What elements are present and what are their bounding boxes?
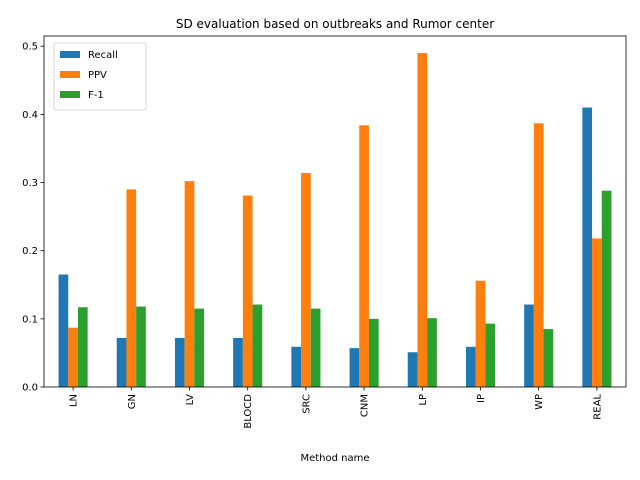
bar-ppv-gn <box>126 189 137 387</box>
x-tick-label-lp: LP <box>418 394 429 406</box>
y-tick-label: 0.3 <box>22 178 38 189</box>
bar-f1-cnm <box>368 318 379 387</box>
legend-label-ppv: PPV <box>88 70 107 81</box>
bar-f1-lp <box>427 318 437 387</box>
bar-recall-lp <box>407 352 418 387</box>
bar-ppv-src <box>301 172 311 387</box>
x-tick-label-wp: WP <box>534 394 545 410</box>
bar-f1-src <box>310 308 321 387</box>
x-tick-label-ip: IP <box>476 394 487 403</box>
x-tick-label-blocd: BLOCD <box>243 394 254 429</box>
bar-ppv-blocd <box>242 195 253 387</box>
bar-ppv-real <box>592 238 602 387</box>
x-axis: LN GN LV BLOCD SRC CNM LP IP WP REAL <box>69 387 603 429</box>
bar-f1-ip <box>485 323 496 387</box>
bar-f1-lv <box>194 308 205 387</box>
bar-recall-src <box>291 346 302 387</box>
x-tick-label-gn: GN <box>127 394 138 409</box>
bar-f1-blocd <box>252 304 263 387</box>
bar-f1-gn <box>136 306 146 387</box>
bar-f1-real <box>601 190 612 387</box>
x-tick-label-cnm: CNM <box>360 394 371 417</box>
y-tick-label: 0.2 <box>22 246 38 257</box>
bar-ppv-ln <box>68 327 78 387</box>
y-tick-label: 0.0 <box>22 383 38 394</box>
chart-title: SD evaluation based on outbreaks and Rum… <box>176 17 494 31</box>
legend-label-f1: F-1 <box>88 90 104 101</box>
x-tick-label-src: SRC <box>301 394 312 414</box>
y-axis: 0.0 0.1 0.2 0.3 0.4 0.5 <box>22 42 44 394</box>
y-tick-label: 0.5 <box>22 42 38 53</box>
bar-recall-lv <box>174 337 185 387</box>
legend-swatch-f1 <box>60 91 80 98</box>
legend-swatch-ppv <box>60 71 80 78</box>
x-tick-label-real: REAL <box>592 394 603 420</box>
bar-f1-ln <box>77 307 88 387</box>
bar-ppv-ip <box>475 280 486 387</box>
bar-ppv-wp <box>533 123 544 388</box>
bar-ppv-lv <box>184 181 195 387</box>
y-tick-label: 0.4 <box>22 110 38 121</box>
bar-ppv-lp <box>417 53 428 388</box>
plot-area <box>43 35 627 388</box>
bar-recall-ip <box>465 346 476 387</box>
x-tick-label-ln: LN <box>69 394 80 407</box>
y-tick-label: 0.1 <box>22 314 38 325</box>
bar-recall-gn <box>116 337 127 387</box>
x-tick-label-lv: LV <box>185 394 196 405</box>
legend-swatch-recall <box>60 51 80 58</box>
bar-recall-wp <box>524 304 534 387</box>
bar-ppv-cnm <box>359 125 369 387</box>
bar-recall-blocd <box>233 337 243 387</box>
bar-recall-real <box>582 107 593 387</box>
plot-frame <box>43 35 627 388</box>
bar-recall-cnm <box>349 348 360 387</box>
x-axis-label: Method name <box>300 453 369 464</box>
bar-f1-wp <box>543 329 554 387</box>
legend-label-recall: Recall <box>88 50 118 61</box>
bar-recall-ln <box>58 274 69 387</box>
legend: Recall PPV F-1 <box>53 42 147 111</box>
